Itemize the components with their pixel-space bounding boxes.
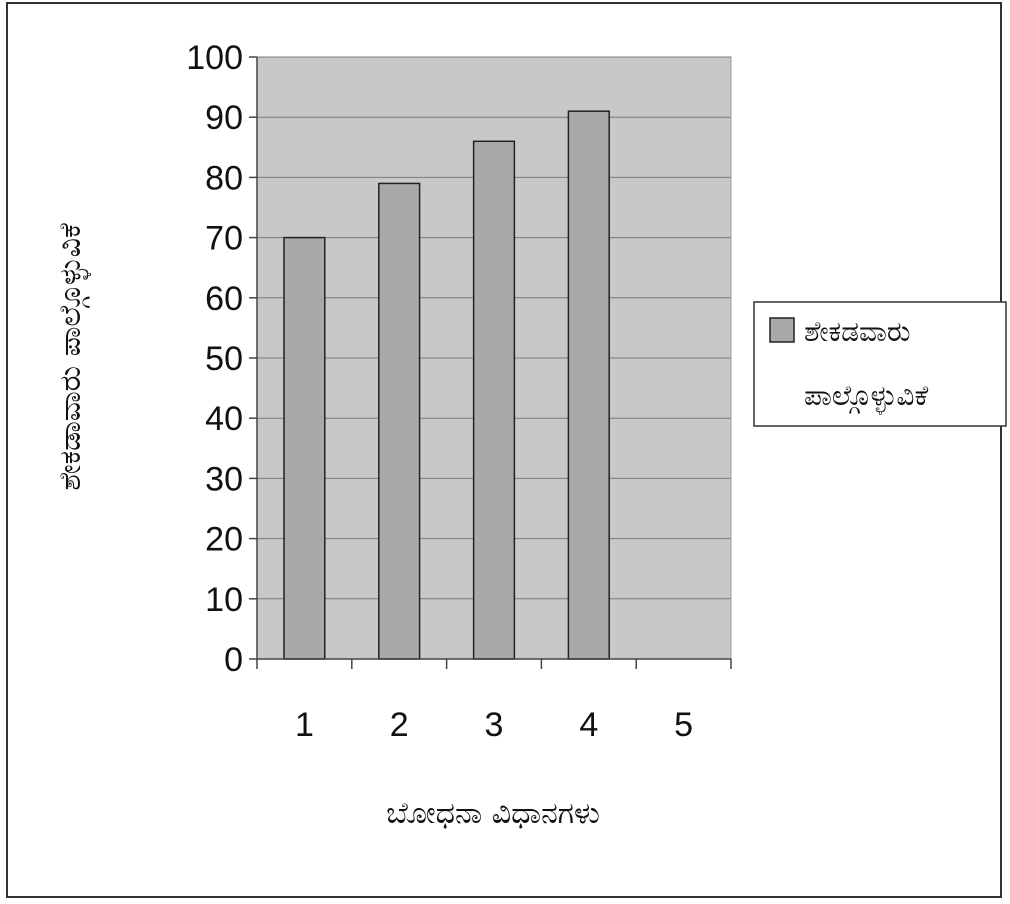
y-axis-title: ಶೇಕಡಾವಾರು ಪಾಲ್ಗೊಳ್ಳುವಿಕೆ [53, 223, 91, 491]
x-tick-label: 1 [295, 706, 314, 744]
bar-3 [472, 140, 516, 660]
x-tick-label: 2 [390, 706, 409, 744]
y-tick-label: 10 [205, 581, 243, 619]
y-tick-label: 0 [224, 641, 243, 679]
x-tick-labels: 1 2 3 4 5 [295, 706, 693, 744]
legend: ಶೇಕಡವಾರು ಪಾಲ್ಗೊಳ್ಳುವಿಕೆ [753, 301, 1007, 427]
axes [249, 56, 732, 669]
legend-label-line-2: ಪಾಲ್ಗೊಳ್ಳುವಿಕೆ [804, 379, 929, 415]
legend-box [753, 301, 1007, 427]
bar-1 [283, 236, 326, 660]
y-tick-label: 30 [205, 460, 243, 498]
legend-swatch [769, 317, 795, 343]
y-tick-label: 100 [186, 39, 243, 77]
y-tick-label: 70 [205, 220, 243, 258]
y-tick-label: 60 [205, 280, 243, 318]
x-tick-label: 3 [485, 706, 504, 744]
y-tick-label: 20 [205, 521, 243, 559]
legend-label-line-1: ಶೇಕಡವಾರು [804, 315, 911, 348]
bar-2 [378, 182, 421, 660]
y-tick-labels: 0 10 20 30 40 50 60 70 80 90 100 [186, 39, 243, 679]
x-tick-label: 5 [674, 706, 693, 744]
y-tick-label: 80 [205, 159, 243, 197]
y-tick-label: 40 [205, 400, 243, 438]
x-tick-label: 4 [579, 706, 598, 744]
bar-4 [567, 110, 610, 660]
y-tick-label: 50 [205, 340, 243, 378]
x-axis-title: ಬೋಧನಾ ವಿಧಾನಗಳು [386, 796, 600, 831]
y-tick-label: 90 [205, 99, 243, 137]
